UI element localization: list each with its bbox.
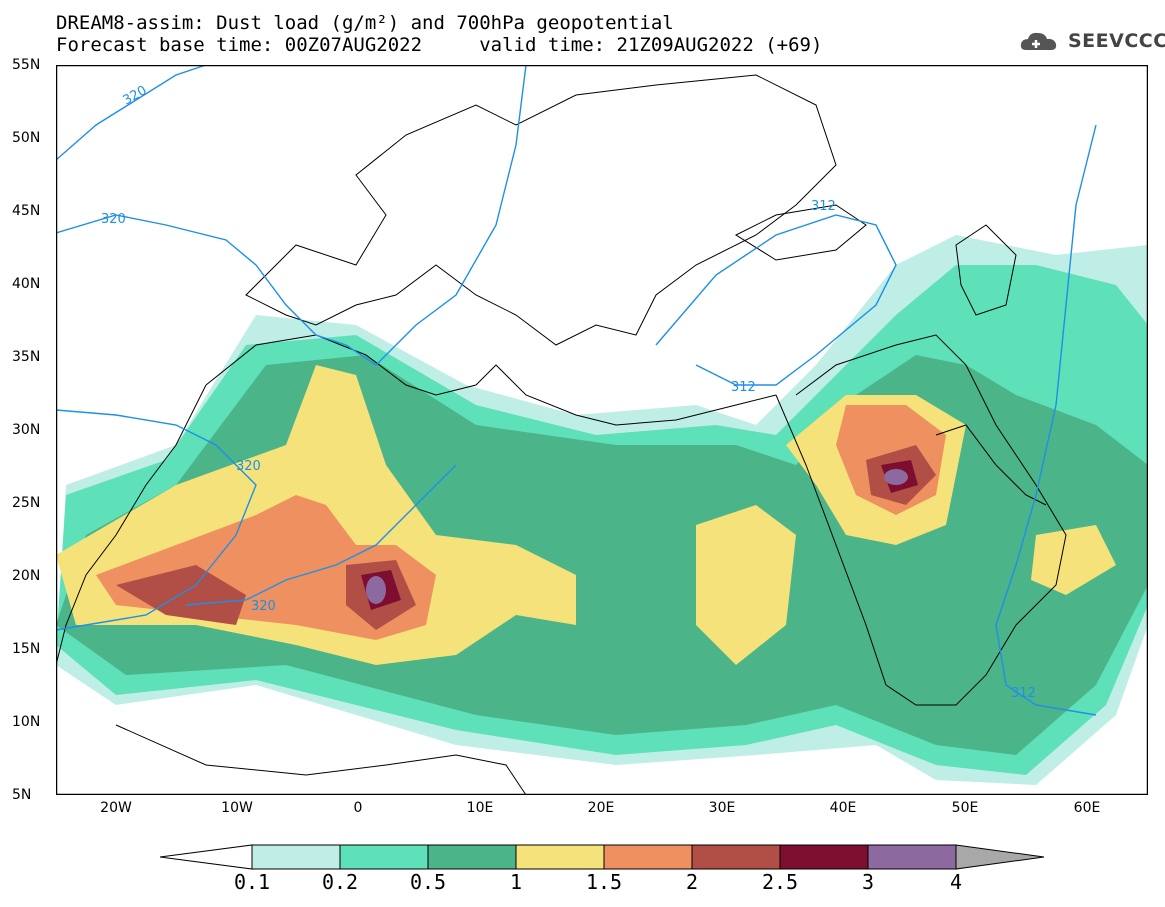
contour-320-south <box>56 409 257 631</box>
lat-label: 15N <box>12 641 41 657</box>
contour-320-north <box>56 65 207 161</box>
colorbar-bin <box>339 844 429 870</box>
dust-map: 320 320 320 320 312 312 312 <box>56 65 1148 795</box>
colorbar-bin <box>867 844 957 870</box>
lat-label: 10N <box>12 714 41 730</box>
lon-label: 30E <box>708 800 736 816</box>
colorbar-under <box>160 844 253 870</box>
lat-label: 20N <box>12 568 41 584</box>
colorbar-bin <box>779 844 869 870</box>
lat-label: 35N <box>12 349 41 365</box>
west-africa-coast <box>56 384 207 666</box>
colorbar-bin <box>251 844 341 870</box>
colorbar-label: 2.5 <box>761 870 799 894</box>
lat-label: 5N <box>12 787 32 803</box>
lat-label: 30N <box>12 422 41 438</box>
colorbar-label: 2 <box>685 870 699 894</box>
colorbar-over <box>955 844 1044 870</box>
lat-label: 55N <box>12 57 41 73</box>
contour-label: 320 <box>236 459 261 474</box>
lon-label: 60E <box>1073 800 1101 816</box>
colorbar-label: 0.5 <box>409 870 447 894</box>
gulf-guinea <box>115 724 527 795</box>
lat-label: 45N <box>12 203 41 219</box>
colorbar-bin <box>603 844 693 870</box>
colorbar <box>160 844 1044 870</box>
caspian <box>955 224 1017 316</box>
cloud-icon <box>1020 32 1057 50</box>
colorbar-label: 3 <box>861 870 875 894</box>
contour-label: 312 <box>811 199 836 214</box>
map-title: DREAM8-assim: Dust load (g/m²) and 700hP… <box>56 12 674 34</box>
gulf-coast <box>935 424 1047 506</box>
dust-field <box>56 235 1148 785</box>
colorbar-bin <box>427 844 517 870</box>
lon-label: 10W <box>221 800 253 816</box>
contour-312-far <box>995 124 1097 716</box>
logo-text: SEEVCCC <box>1068 30 1165 52</box>
contour-label: 320 <box>251 599 276 614</box>
europe-coast <box>245 74 837 346</box>
contour-320-west <box>56 65 527 366</box>
dust-contour-3 <box>366 576 386 604</box>
dust-contour-1-b <box>696 505 796 665</box>
colorbar-bin <box>691 844 781 870</box>
lon-label: 0 <box>353 800 363 816</box>
contour-312-east <box>655 214 897 386</box>
contour-label: 320 <box>101 212 126 227</box>
red-sea <box>775 394 887 686</box>
arabia-coast <box>795 334 1067 706</box>
lon-label: 50E <box>951 800 979 816</box>
lon-label: 10E <box>466 800 494 816</box>
map-frame <box>56 65 1148 795</box>
colorbar-label: 0.2 <box>321 870 359 894</box>
geopotential-contours <box>56 65 1097 716</box>
contour-label: 312 <box>731 380 756 395</box>
lon-label: 40E <box>829 800 857 816</box>
colorbar-label: 4 <box>949 870 963 894</box>
dust-contour-1-d <box>1031 525 1116 595</box>
contour-label: 312 <box>1011 686 1036 701</box>
colorbar-bin <box>515 844 605 870</box>
dust-contour-3-b <box>884 469 908 485</box>
colorbar-label: 1 <box>509 870 523 894</box>
lon-label: 20E <box>587 800 615 816</box>
lat-label: 50N <box>12 130 41 146</box>
dust-contour-2 <box>116 565 246 625</box>
colorbar-label: 1.5 <box>585 870 623 894</box>
contour-labels: 320 320 320 320 312 312 312 <box>101 83 1036 701</box>
lat-label: 40N <box>12 276 41 292</box>
map-subtitle: Forecast base time: 00Z07AUG2022 valid t… <box>56 34 823 56</box>
colorbar-label: 0.1 <box>233 870 271 894</box>
lon-label: 20W <box>100 800 132 816</box>
black-sea <box>734 204 867 261</box>
contour-320-sahara <box>185 464 457 606</box>
lat-label: 25N <box>12 495 41 511</box>
